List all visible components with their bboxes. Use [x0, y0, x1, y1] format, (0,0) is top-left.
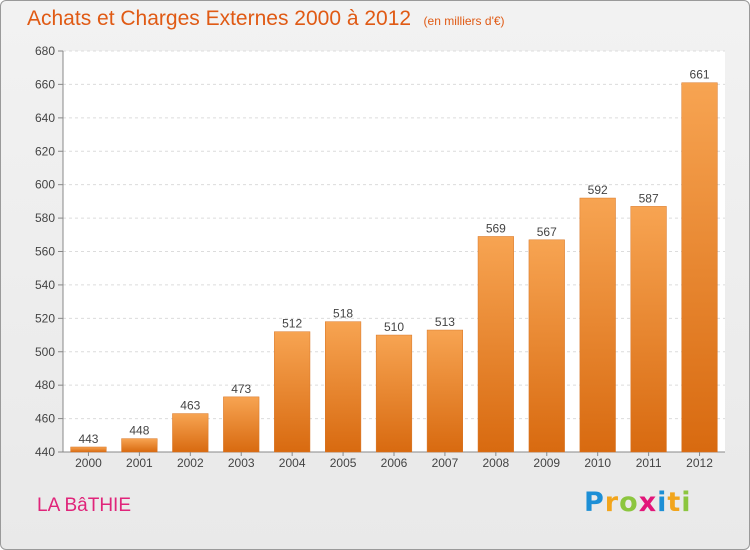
y-tick-label: 680: [35, 44, 55, 58]
chart-title: Achats et Charges Externes 2000 à 2012: [27, 7, 412, 30]
bar: [528, 239, 565, 453]
bar-value-label: 592: [588, 183, 608, 197]
bar-value-label: 518: [333, 307, 353, 321]
logo-letter: i: [657, 487, 668, 518]
bar-value-label: 567: [537, 225, 557, 239]
title-row: Achats et Charges Externes 2000 à 2012 (…: [27, 7, 505, 31]
x-tick-label: 2003: [228, 456, 255, 470]
bar: [70, 446, 107, 453]
y-tick-label: 460: [35, 412, 55, 426]
y-tick-label: 500: [35, 345, 55, 359]
bar-value-label: 512: [282, 317, 302, 331]
y-tick-label: 620: [35, 144, 55, 158]
bar-value-label: 569: [486, 221, 506, 235]
bar-value-label: 463: [180, 399, 200, 413]
y-tick-label: 660: [35, 77, 55, 91]
x-tick-label: 2011: [636, 456, 662, 470]
bar: [325, 321, 362, 453]
bar: [579, 197, 616, 453]
bar-value-label: 448: [129, 424, 149, 438]
x-tick-label: 2006: [381, 456, 408, 470]
y-tick-label: 640: [35, 111, 55, 125]
x-tick-label: 2007: [432, 456, 459, 470]
x-tick-label: 2012: [686, 456, 713, 470]
logo-letter: o: [619, 487, 639, 518]
bar: [426, 329, 463, 453]
logo-letter: i: [681, 487, 692, 518]
logo-letter: t: [667, 487, 682, 518]
x-tick-label: 2010: [584, 456, 611, 470]
bar-value-label: 510: [384, 320, 404, 334]
bar-value-label: 513: [435, 315, 455, 329]
bar-value-label: 587: [639, 191, 659, 205]
x-tick-label: 2001: [126, 456, 153, 470]
y-tick-label: 580: [35, 211, 55, 225]
y-tick-label: 440: [35, 445, 55, 459]
chart-subtitle: (en milliers d'€): [423, 14, 505, 28]
bar: [477, 236, 514, 453]
y-tick-label: 480: [35, 378, 55, 392]
y-tick-label: 520: [35, 311, 55, 325]
proxiti-logo[interactable]: Proxiti: [584, 487, 692, 518]
bar: [172, 413, 209, 453]
bar: [375, 334, 413, 453]
logo-letter: x: [638, 487, 658, 518]
bar: [121, 438, 158, 453]
commune-name: LA BâTHIE: [37, 495, 131, 516]
bar: [274, 331, 311, 453]
x-tick-label: 2008: [482, 456, 509, 470]
logo-letter: P: [584, 487, 605, 518]
x-tick-label: 2000: [75, 456, 102, 470]
bar: [681, 82, 718, 453]
x-tick-label: 2009: [533, 456, 560, 470]
x-tick-label: 2002: [177, 456, 204, 470]
y-tick-label: 560: [35, 245, 55, 259]
y-tick-label: 540: [35, 278, 55, 292]
bar: [630, 206, 667, 453]
bar-value-label: 443: [78, 432, 98, 446]
bar-value-label: 661: [690, 68, 710, 82]
bar-value-label: 473: [231, 382, 251, 396]
logo-letter: r: [604, 487, 620, 518]
bar: [223, 396, 260, 453]
x-tick-label: 2005: [330, 456, 357, 470]
x-tick-label: 2004: [279, 456, 306, 470]
y-tick-label: 600: [35, 178, 55, 192]
